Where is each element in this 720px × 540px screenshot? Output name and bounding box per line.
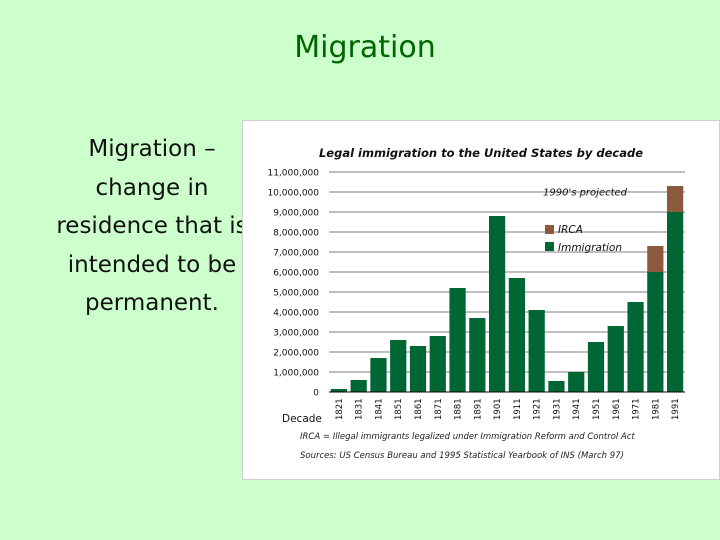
- legend-swatch-irca: [545, 225, 554, 234]
- bar-immigration-1851: [390, 340, 407, 392]
- bar-immigration-1881: [449, 288, 466, 392]
- x-tick-label-1901: 1901: [493, 398, 503, 420]
- y-tick-label: 10,000,000: [267, 189, 319, 199]
- bar-immigration-1871: [429, 336, 446, 392]
- y-tick-label: 6,000,000: [273, 269, 319, 279]
- y-tick-label: 1,000,000: [273, 369, 319, 379]
- y-tick-label: 7,000,000: [273, 249, 319, 259]
- x-tick-label-1961: 1961: [612, 398, 622, 420]
- bar-immigration-1941: [568, 372, 585, 392]
- x-tick-label-1951: 1951: [592, 398, 602, 420]
- reference-line-label: 1990's projected: [543, 188, 628, 199]
- bar-immigration-1821: [330, 389, 347, 392]
- bar-immigration-1911: [508, 278, 525, 392]
- x-tick-label-1851: 1851: [394, 398, 404, 420]
- y-tick-label: 8,000,000: [273, 229, 319, 239]
- slide-title: Migration: [294, 30, 436, 65]
- bar-irca-1991: [667, 186, 684, 212]
- x-tick-label-1891: 1891: [473, 398, 483, 420]
- x-tick-label-1821: 1821: [335, 398, 345, 420]
- x-tick-label-1881: 1881: [454, 398, 464, 420]
- bar-immigration-1931: [548, 381, 565, 392]
- y-tick-label: 5,000,000: [273, 289, 319, 299]
- bar-immigration-1951: [587, 342, 605, 392]
- grid-lines: [329, 171, 685, 373]
- legend: IRCA Immigration: [545, 224, 622, 254]
- bar-immigration-1971: [627, 302, 644, 392]
- bar-immigration-1841: [370, 358, 387, 392]
- bar-immigration-1961: [607, 326, 624, 392]
- legend-swatch-immigration: [545, 242, 554, 251]
- bar-immigration-1861: [409, 346, 427, 392]
- chart-title: Legal immigration to the United States b…: [319, 146, 643, 160]
- x-tick-label-1941: 1941: [572, 398, 582, 420]
- x-tick-label-1971: 1971: [632, 398, 642, 420]
- bar-immigration-1991: [667, 212, 684, 392]
- footnote-irca: IRCA = Illegal immigrants legalized unde…: [300, 432, 635, 442]
- bars: [330, 186, 684, 392]
- x-tick-label-1981: 1981: [651, 398, 661, 420]
- x-tick-label-1931: 1931: [552, 398, 562, 420]
- x-tick-label-1831: 1831: [355, 398, 365, 420]
- y-tick-label: 4,000,000: [273, 309, 319, 319]
- footnote-sources: Sources: US Census Bureau and 1995 Stati…: [300, 451, 624, 461]
- x-tick-label-1861: 1861: [414, 398, 424, 420]
- y-tick-label: 0: [313, 389, 319, 399]
- x-tick-label-1991: 1991: [671, 398, 681, 420]
- bar-immigration-1831: [350, 380, 367, 392]
- legend-label-irca: IRCA: [558, 224, 583, 236]
- bar-immigration-1981: [647, 272, 664, 392]
- bar-immigration-1891: [469, 318, 486, 392]
- x-axis-tick-labels: 1821 1831 1841 1851 1861 1871 1881 1891 1901 1911…: [335, 398, 681, 420]
- x-axis-label: Decade: [282, 413, 322, 425]
- y-axis-tick-labels: 0 1,000,000 2,000,000 3,000,000 4,000,000 5,0…: [267, 169, 319, 399]
- bar-chart: Legal immigration to the United States b…: [267, 146, 685, 461]
- chart-container: Legal immigration to the United States b…: [242, 120, 720, 480]
- bar-immigration-1921: [528, 310, 545, 392]
- x-tick-label-1911: 1911: [513, 398, 523, 420]
- x-tick-label-1921: 1921: [533, 398, 543, 420]
- y-tick-label: 2,000,000: [273, 349, 319, 359]
- x-tick-label-1871: 1871: [434, 398, 444, 420]
- bar-immigration-1901: [489, 216, 506, 392]
- y-tick-label: 11,000,000: [267, 169, 319, 179]
- y-tick-label: 3,000,000: [273, 329, 319, 339]
- y-tick-label: 9,000,000: [273, 209, 319, 219]
- body-text: Migration – change in residence that is …: [56, 136, 248, 316]
- legend-label-immigration: Immigration: [558, 242, 622, 254]
- bar-irca-1981: [647, 246, 664, 272]
- x-tick-label-1841: 1841: [374, 398, 384, 420]
